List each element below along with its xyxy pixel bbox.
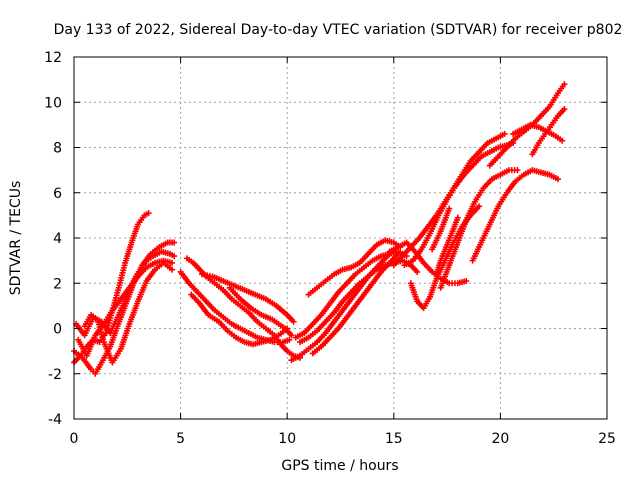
y-tick-label: -2 — [48, 367, 62, 383]
data-point — [559, 137, 566, 144]
data-point — [395, 250, 402, 257]
x-axis-label: GPS time / hours — [281, 458, 398, 474]
y-tick-label: 4 — [53, 231, 62, 247]
data-point — [476, 203, 483, 210]
y-tick-label: 2 — [53, 276, 62, 292]
x-tick-label: 0 — [70, 431, 79, 447]
data-point — [145, 210, 152, 217]
y-tick-label: -4 — [48, 412, 62, 428]
data-point — [454, 214, 461, 221]
x-tick-label: 20 — [491, 431, 509, 447]
data-points — [71, 81, 568, 377]
data-point — [169, 259, 176, 266]
chart-title: Day 133 of 2022, Sidereal Day-to-day VTE… — [54, 22, 623, 38]
y-tick-label: 12 — [44, 50, 62, 66]
y-tick-label: 6 — [53, 186, 62, 202]
data-point — [414, 268, 421, 275]
data-point — [463, 277, 470, 284]
y-axis-label: SDTVAR / TECUs — [8, 181, 24, 296]
data-point — [446, 205, 453, 212]
data-point — [561, 106, 568, 113]
y-tick-label: 10 — [44, 95, 62, 111]
data-point — [171, 253, 178, 260]
data-point — [288, 332, 295, 339]
data-point — [171, 239, 178, 246]
x-tick-label: 25 — [598, 431, 616, 447]
y-tick-label: 8 — [53, 141, 62, 157]
data-point — [169, 266, 176, 273]
data-point — [554, 176, 561, 183]
x-tick-label: 10 — [278, 431, 296, 447]
x-tick-label: 5 — [176, 431, 185, 447]
grid-lines — [74, 57, 607, 419]
data-point — [561, 81, 568, 88]
data-point — [286, 336, 293, 343]
data-point — [290, 318, 297, 325]
y-tick-label: 0 — [53, 322, 62, 338]
data-point — [501, 130, 508, 137]
axis-ticks: 0 5 10 15 20 25 -4 -2 0 2 4 6 8 10 12 — [44, 50, 616, 447]
x-tick-label: 15 — [385, 431, 403, 447]
data-point — [514, 167, 521, 174]
